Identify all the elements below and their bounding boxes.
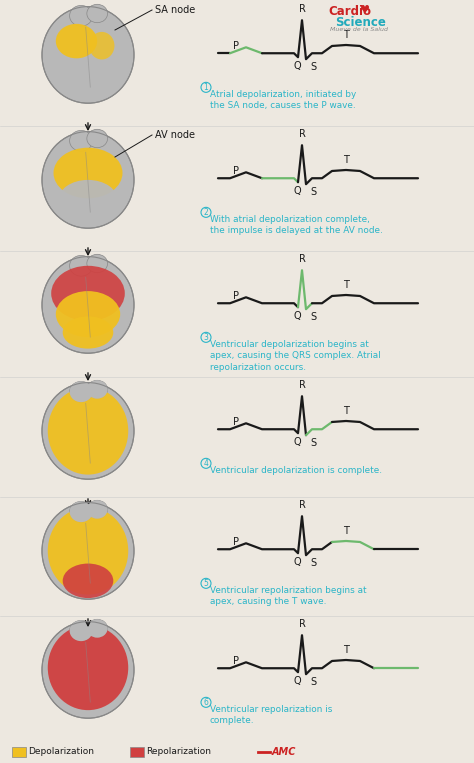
Ellipse shape [48,625,128,710]
Ellipse shape [56,291,120,337]
Text: T: T [343,645,349,655]
Ellipse shape [63,564,113,598]
Ellipse shape [42,7,134,103]
Ellipse shape [42,503,134,599]
Text: Science: Science [335,16,386,29]
Ellipse shape [70,620,92,641]
Ellipse shape [54,148,122,198]
Ellipse shape [42,382,134,479]
Ellipse shape [70,501,92,522]
Text: Q: Q [293,61,301,71]
Ellipse shape [63,317,113,349]
Text: Cardio: Cardio [328,5,371,18]
Text: ♥: ♥ [360,5,370,15]
Text: AV node: AV node [155,130,195,140]
Ellipse shape [58,180,118,221]
Text: S: S [310,438,316,448]
Text: P: P [233,417,239,427]
Text: Depolarization: Depolarization [28,748,94,756]
Text: R: R [299,380,305,390]
Ellipse shape [70,382,92,402]
Text: AMC: AMC [272,747,296,757]
Text: P: P [233,656,239,666]
Text: Ventricular repolarization is
complete.: Ventricular repolarization is complete. [210,705,332,726]
Bar [12,747,26,757]
Text: Q: Q [293,676,301,686]
Ellipse shape [87,380,108,399]
Text: 6: 6 [203,698,209,707]
Ellipse shape [70,382,92,402]
Text: Q: Q [293,311,301,321]
Text: Mueve de la Salud: Mueve de la Salud [330,27,388,32]
Text: Atrial depolarization, initiated by
the SA node, causes the P wave.: Atrial depolarization, initiated by the … [210,90,356,111]
Ellipse shape [87,254,108,272]
Text: P: P [233,166,239,176]
Text: S: S [310,187,316,197]
Text: S: S [310,559,316,568]
Text: Ventricular depolarization begins at
apex, causing the QRS complex. Atrial
repol: Ventricular depolarization begins at ape… [210,340,381,372]
Ellipse shape [48,507,128,594]
Ellipse shape [70,5,92,26]
Text: T: T [343,30,349,40]
Text: T: T [343,155,349,165]
Ellipse shape [56,24,97,58]
Ellipse shape [87,5,108,23]
Text: Q: Q [293,557,301,567]
Text: R: R [299,620,305,629]
Ellipse shape [89,32,114,60]
Ellipse shape [70,501,92,522]
Ellipse shape [87,620,108,638]
Ellipse shape [87,129,108,148]
Ellipse shape [51,266,125,321]
Ellipse shape [87,501,108,519]
Ellipse shape [70,130,92,151]
Text: 4: 4 [203,459,209,468]
Text: T: T [343,280,349,290]
Bar [130,747,144,757]
Ellipse shape [87,620,108,638]
Text: 2: 2 [204,208,209,217]
Text: With atrial depolarization complete,
the impulse is delayed at the AV node.: With atrial depolarization complete, the… [210,215,383,235]
Ellipse shape [42,256,134,353]
Ellipse shape [87,501,108,519]
Text: R: R [299,501,305,510]
Text: Q: Q [293,437,301,447]
Text: S: S [310,312,316,322]
Text: Q: Q [293,186,301,196]
Text: Ventricular repolarization begins at
apex, causing the T wave.: Ventricular repolarization begins at ape… [210,586,366,607]
Text: T: T [343,526,349,536]
Text: SA node: SA node [155,5,195,15]
Text: P: P [233,537,239,547]
Ellipse shape [42,622,134,718]
Text: Ventricular depolarization is complete.: Ventricular depolarization is complete. [210,466,382,475]
Text: R: R [299,129,305,139]
Text: T: T [343,406,349,416]
Text: R: R [299,254,305,264]
Ellipse shape [42,131,134,228]
Text: 5: 5 [203,579,209,588]
Text: P: P [233,291,239,301]
Text: R: R [299,5,305,14]
Ellipse shape [70,256,92,276]
Text: S: S [310,678,316,687]
Text: S: S [310,62,316,72]
Text: 1: 1 [204,83,209,92]
Text: Repolarization: Repolarization [146,748,211,756]
Text: P: P [233,41,239,51]
Ellipse shape [70,620,92,641]
Text: 3: 3 [203,333,209,342]
Ellipse shape [48,387,128,475]
Ellipse shape [87,380,108,399]
